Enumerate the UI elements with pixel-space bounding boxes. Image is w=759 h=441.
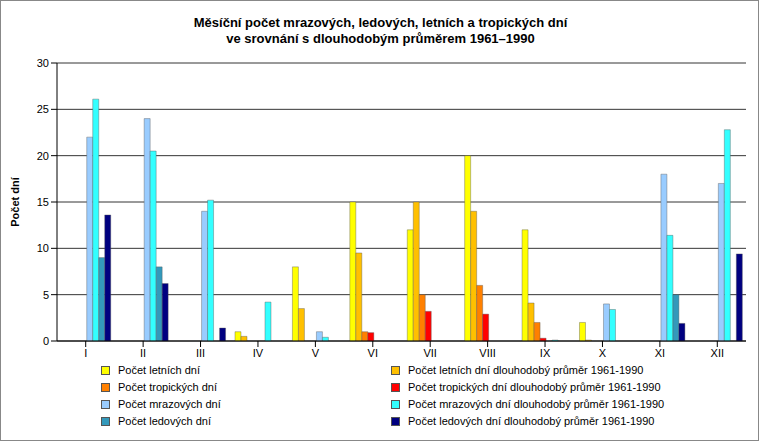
html-text:Počet tropických dní: Počet tropických dní bbox=[118, 381, 218, 393]
svg-text:VI: VI bbox=[368, 347, 378, 359]
html-text:Počet mrazových dní: Počet mrazových dní bbox=[118, 398, 221, 410]
svg-text:XII: XII bbox=[711, 347, 724, 359]
html-text:Počet letních dní: Počet letních dní bbox=[118, 364, 200, 376]
html-text:Počet tropických dní dlouhodob: Počet tropických dní dlouhodobý průměr 1… bbox=[408, 381, 661, 393]
svg-text:II: II bbox=[140, 347, 146, 359]
html-text:Počet ledových dní dlouhodobý: Počet ledových dní dlouhodobý průměr 196… bbox=[408, 415, 655, 427]
svg-text:0: 0 bbox=[43, 335, 49, 347]
svg-text:Počet dní: Počet dní bbox=[9, 176, 21, 226]
html-text:Počet ledových dní: Počet ledových dní bbox=[118, 415, 211, 427]
svg-text:30: 30 bbox=[37, 57, 49, 69]
html-text:Počet letních dní dlouhodobý p: Počet letních dní dlouhodobý průměr 1961… bbox=[408, 364, 644, 376]
svg-text:X: X bbox=[599, 347, 607, 359]
svg-text:I: I bbox=[84, 347, 87, 359]
html-text:Měsíční počet mrazových, ledov: Měsíční počet mrazových, ledových, letní… bbox=[193, 15, 568, 30]
svg-text:VIII: VIII bbox=[479, 347, 496, 359]
svg-text:10: 10 bbox=[37, 242, 49, 254]
svg-text:20: 20 bbox=[37, 150, 49, 162]
svg-text:V: V bbox=[312, 347, 320, 359]
svg-text:IV: IV bbox=[253, 347, 264, 359]
svg-text:XI: XI bbox=[655, 347, 665, 359]
svg-text:III: III bbox=[196, 347, 205, 359]
svg-text:VII: VII bbox=[423, 347, 436, 359]
html-text:ve srovnání s dlouhodobým prům: ve srovnání s dlouhodobým průměrem 1961–… bbox=[226, 31, 535, 46]
svg-text:5: 5 bbox=[43, 289, 49, 301]
svg-text:IX: IX bbox=[540, 347, 551, 359]
svg-text:15: 15 bbox=[37, 196, 49, 208]
html-text:Počet mrazových dní dlouhodobý: Počet mrazových dní dlouhodobý průměr 19… bbox=[408, 398, 665, 410]
svg-text:25: 25 bbox=[37, 103, 49, 115]
